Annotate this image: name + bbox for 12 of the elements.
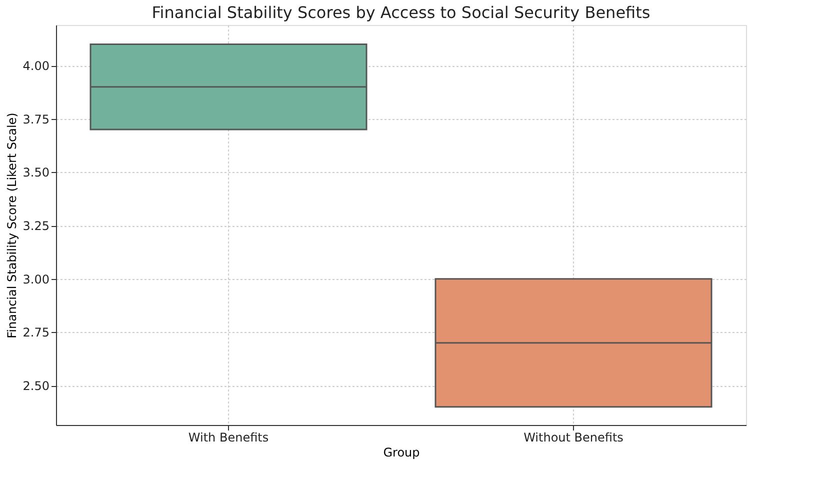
y-tick-label: 2.75 bbox=[22, 326, 50, 340]
y-tick-label: 3.00 bbox=[22, 272, 50, 286]
chart-title: Financial Stability Scores by Access to Social Security Benefits bbox=[152, 3, 650, 22]
y-tick-label: 3.25 bbox=[22, 219, 50, 234]
y-tick-label: 3.50 bbox=[22, 166, 50, 180]
x-tick-label: With Benefits bbox=[188, 430, 269, 444]
y-tick-label: 3.75 bbox=[22, 112, 50, 126]
y-tick-label: 4.00 bbox=[22, 59, 50, 74]
y-axis-title: Financial Stability Score (Likert Scale) bbox=[4, 112, 19, 338]
x-tick-label: Without Benefits bbox=[524, 430, 624, 444]
y-tick-label: 2.50 bbox=[22, 379, 50, 394]
x-axis-title: Group bbox=[383, 446, 420, 460]
